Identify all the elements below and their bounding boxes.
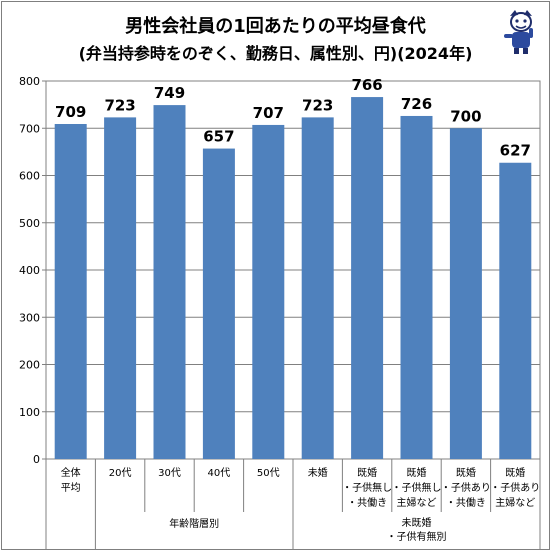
x-tick-label: 既婚: [407, 466, 427, 479]
y-tick-label: 0: [33, 453, 40, 466]
y-tick-label: 400: [19, 264, 40, 277]
x-tick-label: 50代: [257, 467, 280, 479]
y-tick-label: 600: [19, 170, 40, 183]
x-tick-label: 20代: [109, 467, 132, 479]
bar-value-label: 726: [401, 95, 432, 113]
x-tick-label: 主婦など: [397, 497, 437, 509]
x-tick-label: 既婚: [505, 466, 525, 479]
x-tick-label: ・共働き: [446, 496, 486, 509]
bar: [301, 117, 334, 459]
bar-value-label: 700: [450, 107, 481, 125]
chart-title: 男性会社員の1回あたりの平均昼食代: [125, 16, 426, 37]
data-labels: 709 723 749 657 707 723 766 726 700 627: [55, 76, 531, 160]
bar: [104, 117, 137, 459]
y-tick-label: 800: [19, 75, 40, 88]
bar: [499, 162, 532, 459]
y-tick-label: 500: [19, 217, 40, 230]
x-tick-label: ・子供あり: [490, 481, 540, 494]
bar-value-label: 709: [55, 103, 86, 121]
x-group-label: 未既婚: [402, 516, 432, 529]
y-tick-label: 200: [19, 359, 40, 372]
y-tick-label: 100: [19, 406, 40, 419]
x-tick-label: 未婚: [308, 466, 328, 479]
chart-subtitle: (弁当持参時をのぞく、勤務日、属性別、円)(2024年): [78, 44, 473, 63]
mascot-logo: [504, 10, 533, 54]
x-tick-label: ・共働き: [347, 496, 387, 509]
bar: [351, 97, 384, 459]
y-tick-label: 700: [19, 122, 40, 135]
x-tick-label: 全体: [61, 466, 81, 479]
y-axis: 0 100 200 300 400 500 600 700 800: [19, 75, 46, 466]
x-group-label: 年齢階層別: [169, 517, 219, 530]
bar: [202, 148, 235, 459]
x-tick-label: 30代: [158, 467, 181, 479]
bar: [449, 128, 482, 459]
bar-value-label: 766: [351, 76, 382, 94]
bar-value-label: 707: [253, 104, 284, 122]
bar-value-label: 723: [104, 96, 135, 114]
x-tick-label: ・子供無し: [392, 481, 442, 494]
x-tick-label: 主婦など: [495, 497, 535, 509]
bar-value-label: 657: [203, 128, 234, 146]
bar: [252, 124, 285, 459]
bar-value-label: 627: [500, 142, 531, 160]
y-tick-label: 300: [19, 311, 40, 324]
bar: [400, 115, 433, 459]
x-tick-label: 既婚: [456, 466, 476, 479]
x-tick-label: 40代: [208, 467, 231, 479]
bar-value-label: 723: [302, 96, 333, 114]
x-group-label: ・子供有無別: [387, 530, 447, 543]
x-tick-label: ・子供無し: [342, 481, 392, 494]
x-tick-label: 平均: [61, 482, 81, 494]
bar: [153, 105, 186, 459]
bar: [54, 123, 87, 459]
bar-value-label: 749: [154, 84, 185, 102]
x-tick-label: 既婚: [357, 466, 377, 479]
x-tick-label: ・子供あり: [441, 481, 491, 494]
bars: [54, 97, 532, 459]
